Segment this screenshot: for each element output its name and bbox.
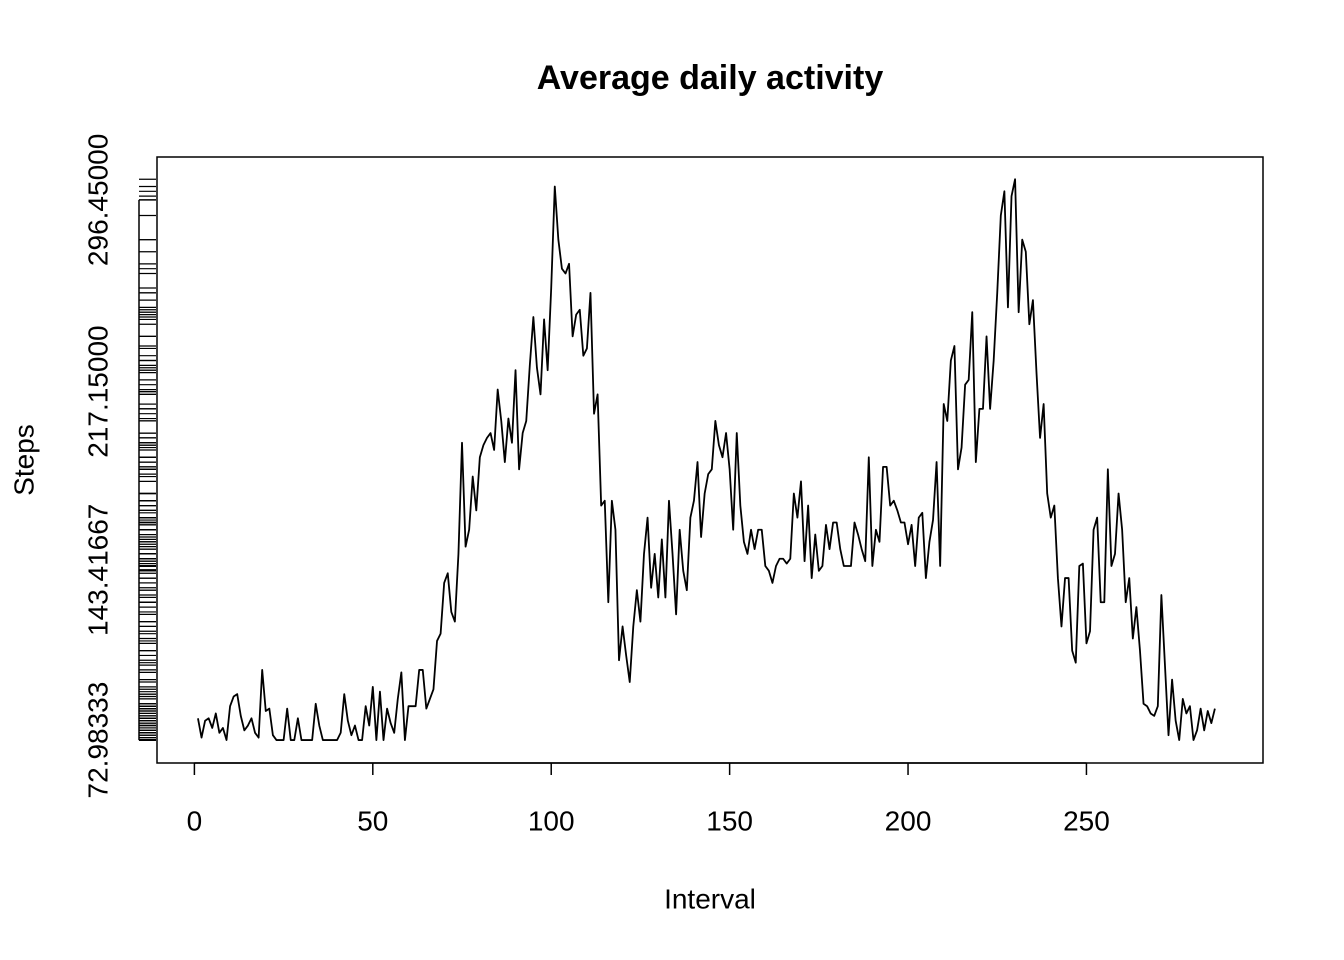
- x-tick-label: 100: [528, 805, 575, 836]
- x-axis-title: Interval: [664, 883, 756, 914]
- x-tick-label: 0: [187, 805, 203, 836]
- x-tick-label: 50: [357, 805, 388, 836]
- y-tick-label: 143.41667: [82, 504, 113, 636]
- x-tick-label: 200: [885, 805, 932, 836]
- chart-title: Average daily activity: [537, 59, 884, 97]
- y-axis-title: Steps: [8, 424, 39, 496]
- y-tick-label: 296.45000: [82, 134, 113, 266]
- x-tick-label: 150: [706, 805, 753, 836]
- plot-box: [156, 156, 1264, 764]
- data-line: [197, 178, 1216, 741]
- y-tick-label: 217.15000: [82, 325, 113, 457]
- y-tick-label: 72.98333: [82, 682, 113, 799]
- x-tick-label: 250: [1063, 805, 1110, 836]
